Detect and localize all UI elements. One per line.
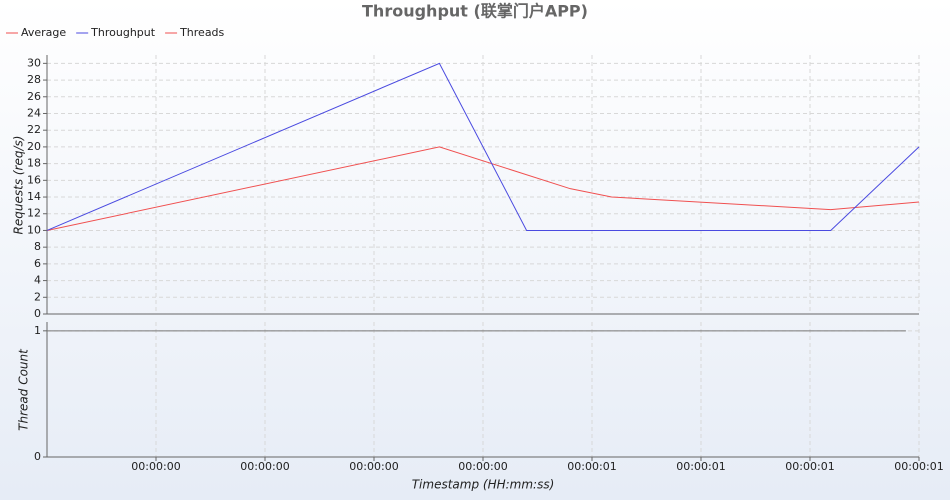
legend-label: Threads bbox=[179, 26, 224, 39]
x-tick-label: 00:00:01 bbox=[894, 460, 943, 473]
data-line bbox=[46, 146, 920, 231]
x-tick-label: 00:00:01 bbox=[785, 460, 834, 473]
x-tick-label: 00:00:00 bbox=[131, 460, 180, 473]
y-tick-label: 16 bbox=[27, 173, 41, 186]
x-tick-label: 00:00:01 bbox=[676, 460, 725, 473]
legend-label: Average bbox=[21, 26, 66, 39]
y-tick-label: 8 bbox=[34, 240, 41, 253]
y-tick-label: 0 bbox=[34, 450, 41, 463]
y-tick-label: 1 bbox=[34, 324, 41, 337]
y-tick-label: 10 bbox=[27, 223, 41, 236]
x-tick-label: 00:00:00 bbox=[240, 460, 289, 473]
y-tick-label: 30 bbox=[27, 56, 41, 69]
legend-label: Throughput bbox=[90, 26, 156, 39]
y-tick-label: 22 bbox=[27, 123, 41, 136]
y-tick-label: 28 bbox=[27, 73, 41, 86]
y-tick-label: 0 bbox=[34, 307, 41, 320]
y-tick-label: 24 bbox=[27, 106, 41, 119]
x-tick-label: 00:00:00 bbox=[349, 460, 398, 473]
y-tick-label: 4 bbox=[34, 274, 41, 287]
y-tick-label: 6 bbox=[34, 257, 41, 270]
legend: Average Throughput Threads bbox=[6, 26, 225, 39]
chart-title: Throughput (联掌门户APP) bbox=[362, 2, 588, 21]
y-axis-label: Thread Count bbox=[17, 348, 31, 431]
y-tick-label: 20 bbox=[27, 140, 41, 153]
data-line bbox=[46, 62, 920, 231]
x-tick-label: 00:00:01 bbox=[567, 460, 616, 473]
y-tick-label: 26 bbox=[27, 90, 41, 103]
y-axis-label: Requests (req/s) bbox=[12, 136, 26, 235]
y-tick-label: 14 bbox=[27, 190, 41, 203]
y-tick-label: 2 bbox=[34, 290, 41, 303]
x-axis-label: Timestamp (HH:mm:ss) bbox=[412, 478, 555, 492]
y-tick-label: 12 bbox=[27, 207, 41, 220]
y-tick-label: 18 bbox=[27, 157, 41, 170]
x-tick-label: 00:00:00 bbox=[458, 460, 507, 473]
